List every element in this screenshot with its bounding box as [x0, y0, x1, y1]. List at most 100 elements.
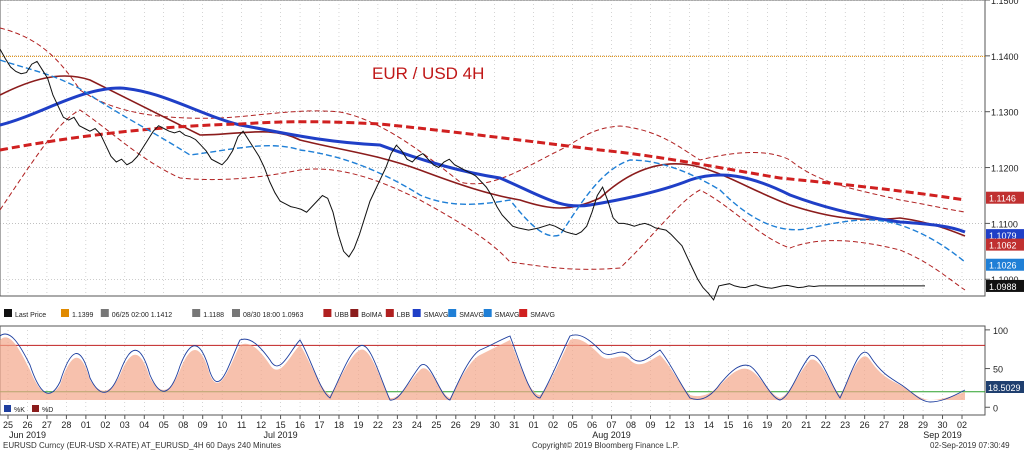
- legend-label: SMAVG: [495, 312, 520, 319]
- x-tick-label: 31: [509, 420, 519, 430]
- price-tag-label: 1.1079: [989, 231, 1017, 241]
- legend-label: 08/30 18:00 1.0963: [243, 312, 303, 319]
- footer-copyright: Copyright© 2019 Bloomberg Finance L.P.: [532, 441, 680, 450]
- x-tick-label: 02: [957, 420, 967, 430]
- legend-label: Last Price: [15, 312, 46, 319]
- x-month-label: Aug 2019: [592, 430, 631, 440]
- x-month-label: Jul 2019: [264, 430, 298, 440]
- x-tick-label: 01: [529, 420, 539, 430]
- price-tag-box: [986, 279, 1024, 292]
- oscillator-y-axis: 100 50 0: [985, 326, 1008, 413]
- osc-y-tick-label: 50: [993, 365, 1003, 375]
- legend-swatch: [4, 309, 12, 317]
- legend-swatch: [232, 309, 240, 317]
- x-tick-label: 30: [490, 420, 500, 430]
- x-tick-label: 15: [276, 420, 286, 430]
- x-tick-label: 27: [42, 420, 52, 430]
- legend-label: 06/25 02:00 1.1412: [112, 312, 172, 319]
- x-tick-label: 11: [237, 420, 246, 430]
- x-tick-label: 25: [431, 420, 441, 430]
- x-tick-label: 21: [801, 420, 811, 430]
- x-tick-label: 23: [392, 420, 402, 430]
- price-grid: [0, 0, 985, 296]
- eurusd-chart: EUR / USD 4H 1.1500 1.1400 1.1300 1.1200 1.1…: [0, 0, 1024, 440]
- stochastic-d-fill: [0, 337, 965, 400]
- price-legend: Last Price 1.1399 06/25 02:00 1.1412 1.1188…: [0, 306, 985, 320]
- price-panel: EUR / USD 4H 1.1500 1.1400 1.1300 1.1200 1.1…: [0, 0, 1024, 320]
- x-tick-label: 02: [100, 420, 110, 430]
- sma-red-dashed: [0, 120, 966, 202]
- price-y-tick-label: 1.1100: [991, 219, 1018, 229]
- legend-swatch: [483, 309, 492, 317]
- x-tick-label: 08: [178, 420, 188, 430]
- x-tick-label: 30: [938, 420, 948, 430]
- x-month-label: Sep 2019: [923, 430, 962, 440]
- x-tick-label: 12: [256, 420, 266, 430]
- x-tick-label: 26: [451, 420, 461, 430]
- legend-swatch: [412, 309, 421, 317]
- x-tick-label: 07: [607, 420, 617, 430]
- legend-swatch: [61, 309, 69, 317]
- x-tick-label: 29: [918, 420, 928, 430]
- osc-y-tick-label: 0: [993, 403, 998, 413]
- legend-label: 1.1399: [72, 312, 94, 319]
- x-tick-label: 02: [548, 420, 558, 430]
- x-tick-label: 29: [470, 420, 480, 430]
- x-tick-label: 17: [315, 420, 325, 430]
- x-tick-label: 22: [821, 420, 831, 430]
- price-y-tick-label: 1.1400: [991, 52, 1019, 62]
- last-price-line: [0, 48, 925, 301]
- x-tick-label: 05: [568, 420, 578, 430]
- price-tag-box: [986, 238, 1024, 251]
- x-tick-label: 04: [139, 420, 149, 430]
- legend-label: BoIMA: [361, 312, 382, 319]
- osc-legend-label: %D: [42, 407, 53, 414]
- indicator-lines: [0, 27, 966, 291]
- upper-bollinger-band: [0, 27, 966, 213]
- price-tag-box: [986, 229, 1024, 242]
- footer: EURUSD Curncy (EUR-USD X-RATE) AT_EURUSD…: [0, 441, 1024, 451]
- x-tick-label: 19: [353, 420, 363, 430]
- x-tick-label: 19: [762, 420, 772, 430]
- legend-label: 1.1188: [203, 312, 224, 319]
- x-tick-label: 24: [412, 420, 422, 430]
- x-tick-label: 09: [645, 420, 655, 430]
- x-tick-label: 08: [626, 420, 636, 430]
- x-tick-label: 22: [373, 420, 383, 430]
- x-tick-label: 06: [587, 420, 597, 430]
- x-tick-label: 14: [704, 420, 714, 430]
- x-tick-label: 25: [3, 420, 13, 430]
- price-y-tick-label: 1.1300: [991, 108, 1019, 118]
- osc-legend-swatch: [4, 405, 11, 412]
- osc-tag-label: 18.5029: [988, 383, 1021, 393]
- price-y-tick-label: 1.1200: [991, 164, 1019, 174]
- price-tag-label: 1.1062: [989, 241, 1017, 251]
- legend-swatch: [448, 309, 457, 317]
- osc-tag-box: [986, 381, 1024, 393]
- oscillator-value-tag: 18.5029: [986, 381, 1024, 393]
- legend-label: SMAVG: [530, 312, 555, 319]
- x-tick-label: 26: [22, 420, 32, 430]
- legend-swatch: [519, 309, 528, 317]
- legend-swatch: [192, 309, 201, 317]
- x-tick-label: 15: [723, 420, 733, 430]
- footer-timestamp: 02-Sep-2019 07:30:49: [930, 441, 1010, 450]
- lower-bollinger-band: [0, 109, 966, 291]
- x-tick-label: 13: [684, 420, 694, 430]
- bollinger-midline: [0, 75, 966, 237]
- price-y-tick-label: 1.1500: [991, 0, 1019, 6]
- x-month-label: Jun 2019: [9, 430, 46, 440]
- x-tick-label: 27: [879, 420, 889, 430]
- price-tag-box: [986, 191, 1024, 204]
- x-tick-label: 10: [217, 420, 227, 430]
- x-tick-label: 23: [840, 420, 850, 430]
- x-tick-label: 03: [120, 420, 130, 430]
- legend-swatch: [323, 309, 332, 317]
- price-tag-box: [986, 258, 1024, 271]
- x-axis: 25 26 27 28 01 02 03 04 05 08 09 10 11 12 15 16 17 18 19 22…: [3, 415, 967, 440]
- x-tick-label: 16: [295, 420, 305, 430]
- x-tick-label: 28: [61, 420, 71, 430]
- x-tick-label: 16: [743, 420, 753, 430]
- x-tick-label: 26: [860, 420, 870, 430]
- sma-blue-thick: [0, 86, 966, 234]
